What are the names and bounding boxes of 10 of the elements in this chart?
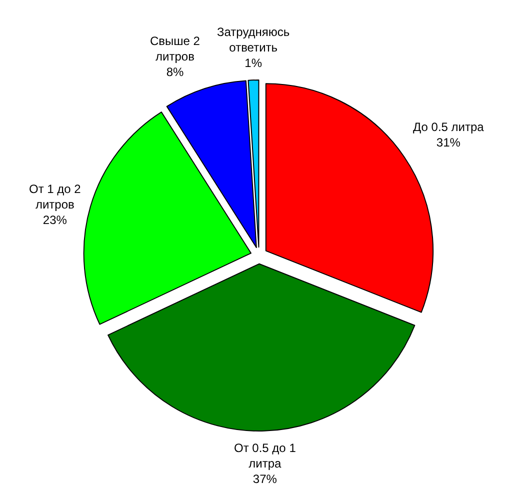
slice-label: От 1 до 2 литров [29, 182, 82, 212]
slice-label: До 0.5 литра [413, 120, 484, 134]
slice-label: Свыше 2 литров [150, 34, 200, 64]
data-label: 1% [244, 56, 262, 70]
data-label: 37% [252, 472, 278, 486]
data-label: 8% [166, 65, 184, 80]
data-label: 31% [436, 136, 461, 150]
data-label: 23% [42, 213, 68, 228]
slice-label: От 0.5 до 1 литра [234, 441, 296, 471]
slice-label: Затрудняюсь ответить [217, 25, 290, 55]
